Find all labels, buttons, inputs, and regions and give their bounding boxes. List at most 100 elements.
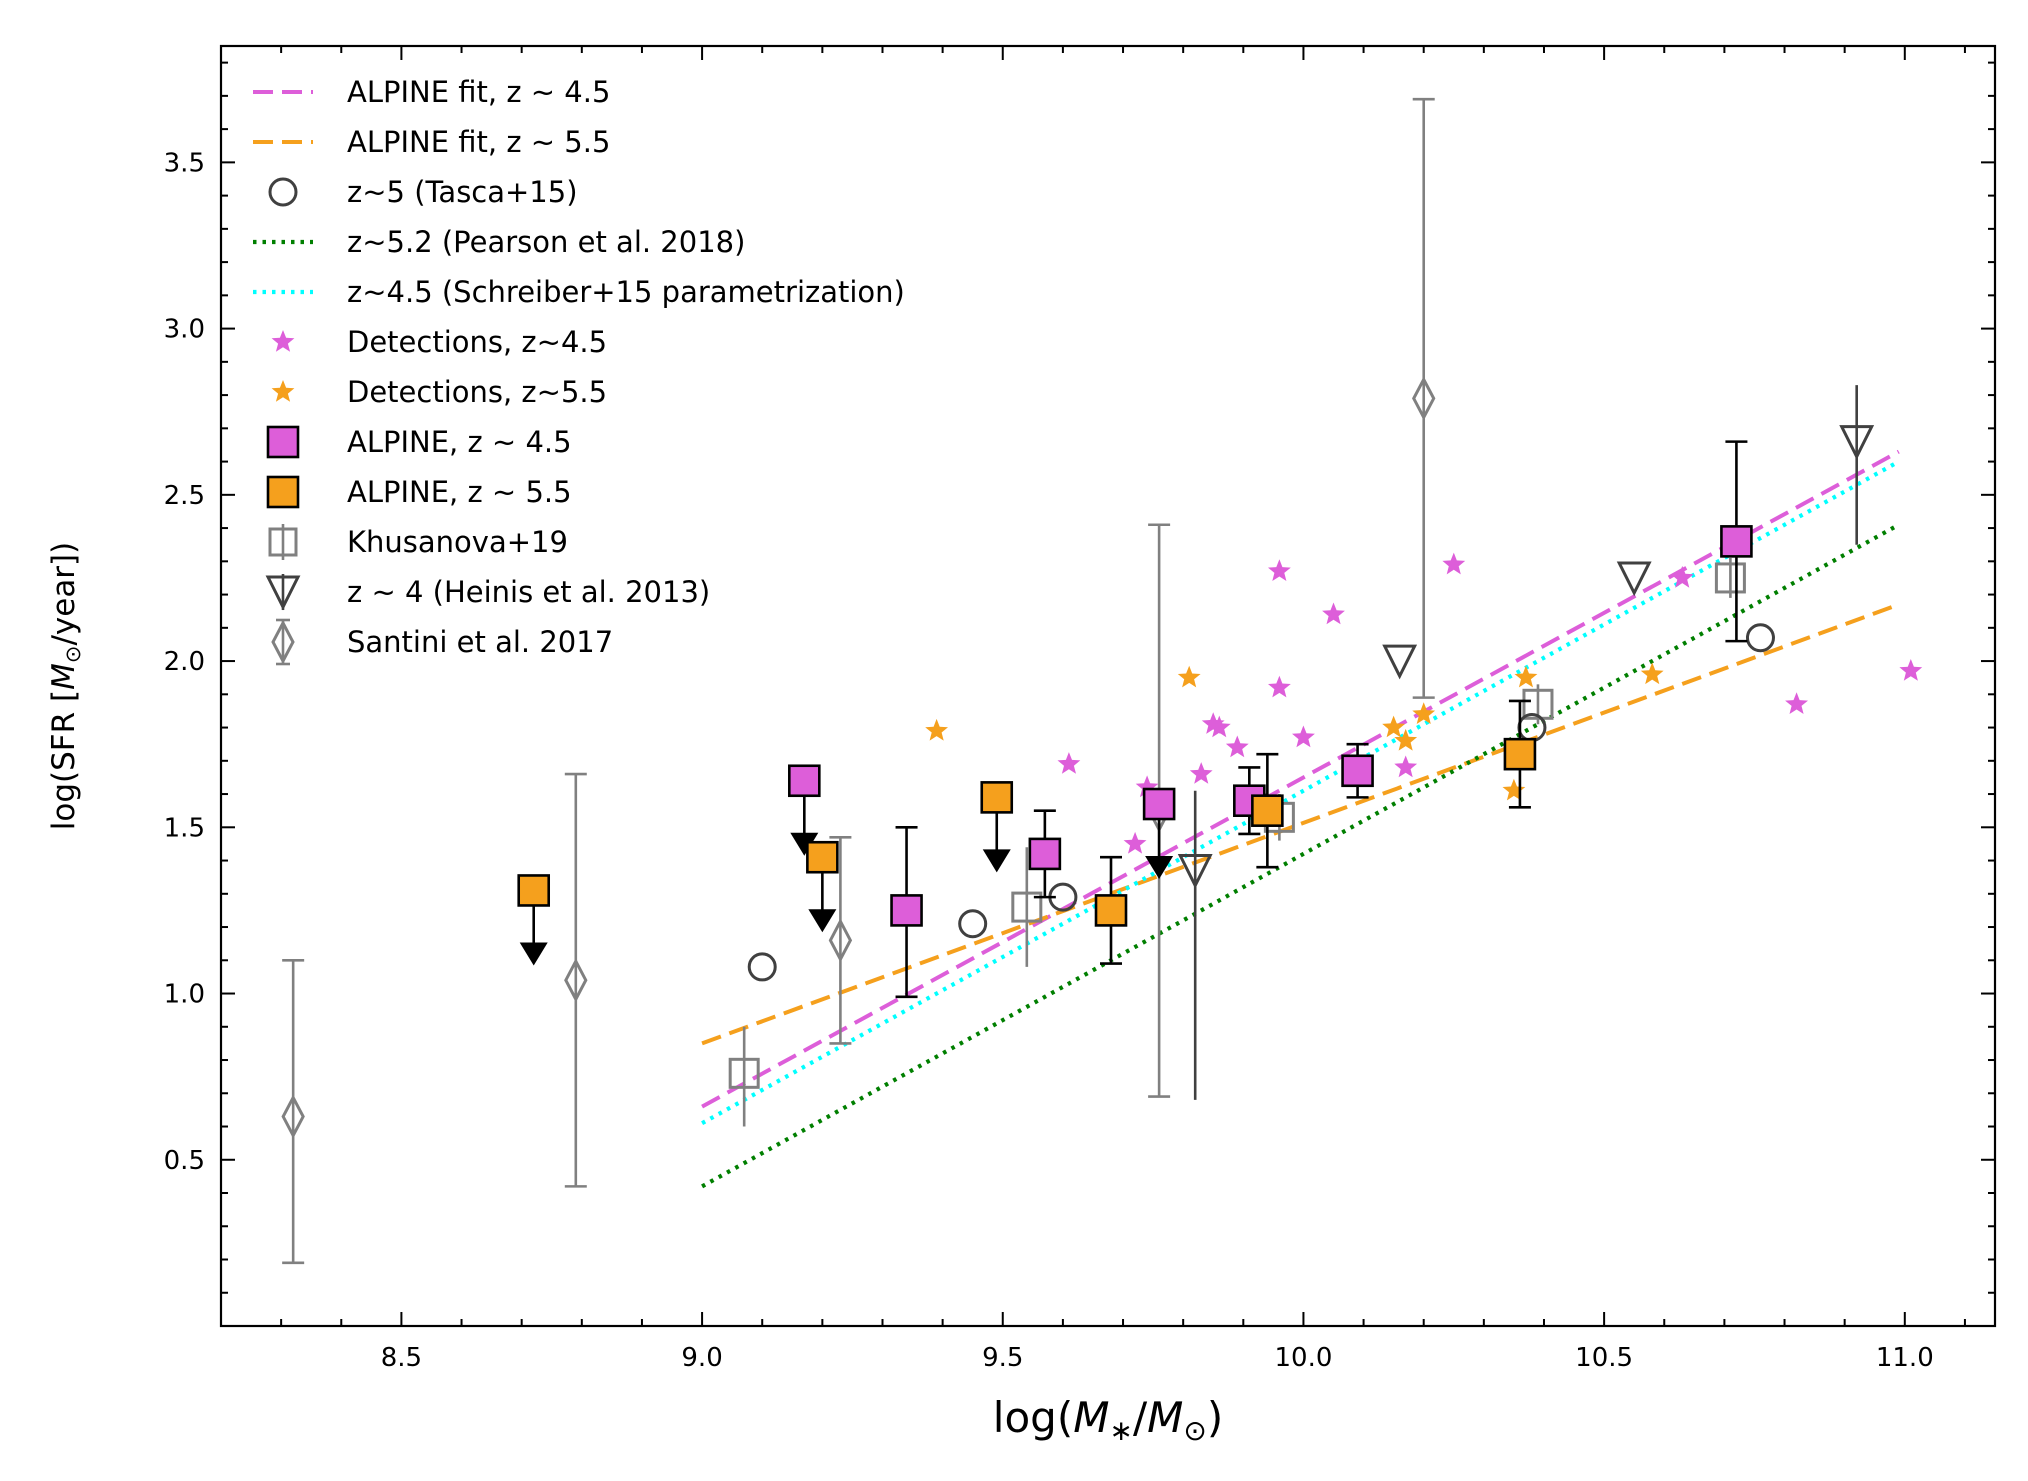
legend-label: Detections, z~5.5 — [347, 375, 607, 409]
alpine-z55-point — [806, 840, 839, 874]
plot-area — [281, 97, 1923, 1265]
detection-z45-star — [1201, 712, 1225, 734]
alpine-z55-upper-limit-arrowhead — [808, 909, 837, 933]
legend-label: z~5 (Tasca+15) — [347, 175, 578, 209]
x-tick-label: 9.0 — [681, 1343, 722, 1373]
x-tick-label: 11.0 — [1876, 1343, 1934, 1373]
alpine-z45-point — [890, 894, 923, 927]
alpine-z45-point — [1142, 787, 1176, 821]
legend-label: ALPINE, z ∼ 5.5 — [347, 475, 572, 509]
legend-label: z~5.2 (Pearson et al. 2018) — [347, 225, 745, 259]
detection-z55-star — [1394, 728, 1418, 751]
y-axis-title: log(SFR [M⊙/year]) — [46, 542, 85, 831]
detection-z45-star — [1442, 552, 1466, 575]
legend: ALPINE fit, z ∼ 4.5 ALPINE fit, z ∼ 5.5 z~… — [253, 75, 905, 666]
legend-item: ALPINE, z ∼ 5.5 — [266, 475, 572, 509]
detection-z45-star — [1057, 752, 1081, 774]
heinis-point — [1177, 854, 1213, 889]
legend-swatch — [266, 425, 300, 459]
khusanova-point — [1714, 562, 1746, 594]
santini-point — [281, 1094, 305, 1139]
legend-item: Detections, z~4.5 — [271, 325, 607, 359]
legend-swatch — [265, 575, 301, 611]
alpine-z55-point — [980, 781, 1014, 814]
plot-frame — [219, 44, 1997, 1328]
detection-z45-star — [1268, 559, 1291, 581]
legend-label: ALPINE fit, z ∼ 4.5 — [347, 75, 610, 109]
legend-item: Khusanova+19 — [268, 524, 568, 560]
tasca-point — [1745, 623, 1775, 653]
alpine-z45-upper-limit-arrowhead — [1145, 856, 1174, 880]
legend-label: z~4.5 (Schreiber+15 parametrization) — [347, 275, 905, 309]
legend-item: Santini et al. 2017 — [271, 618, 613, 666]
detection-z45-star — [1189, 762, 1213, 784]
legend-item: ALPINE fit, z ∼ 5.5 — [253, 125, 610, 159]
santini-point — [828, 918, 853, 963]
legend-label: ALPINE fit, z ∼ 5.5 — [347, 125, 610, 159]
alpine-z45-upper-limit-arrowhead — [790, 832, 819, 856]
detection-z45-star — [1394, 755, 1418, 778]
heinis-point — [1616, 561, 1652, 597]
alpine-z55-point — [1503, 737, 1537, 771]
y-tick-label: 2.0 — [164, 647, 205, 677]
alpine-z55-upper-limit-arrowhead — [982, 849, 1011, 873]
detection-z45-star — [1322, 602, 1345, 625]
detection-z45-star — [1785, 692, 1808, 714]
detection-z45-star — [1123, 831, 1147, 854]
fit-line-orange — [701, 602, 1900, 1046]
detection-z55-star — [1177, 665, 1201, 688]
legend-label: Detections, z~4.5 — [347, 325, 607, 359]
y-tick-label: 1.0 — [164, 980, 205, 1010]
y-tick-label: 3.0 — [164, 315, 205, 345]
y-tick-label: 1.5 — [164, 813, 205, 843]
khusanova-point — [1011, 891, 1043, 923]
detection-z45-star — [1268, 675, 1291, 698]
alpine-z45-point — [1028, 837, 1062, 871]
legend-swatch — [271, 330, 295, 352]
detection-z55-star — [1382, 715, 1406, 738]
detection-z45-star — [1670, 565, 1694, 588]
x-tick-label: 10.0 — [1274, 1343, 1332, 1373]
detection-z45-star — [1135, 775, 1159, 798]
alpine-z45-point — [788, 764, 821, 798]
legend-item: z~5.2 (Pearson et al. 2018) — [253, 225, 745, 259]
khusanova-point — [728, 1057, 760, 1089]
alpine-z55-point — [1094, 894, 1128, 927]
legend-swatch — [268, 527, 298, 557]
detection-z55-star — [1514, 665, 1538, 688]
legend-item: z~4.5 (Schreiber+15 parametrization) — [253, 275, 905, 309]
alpine-z55-upper-limit-arrowhead — [519, 942, 548, 966]
santini-point — [1412, 376, 1436, 421]
alpine-z45-point — [1720, 525, 1753, 558]
detection-z45-star — [1292, 725, 1315, 748]
detection-z55-star — [1412, 702, 1436, 724]
khusanova-point — [1522, 688, 1554, 720]
y-tick-label: 0.5 — [164, 1146, 205, 1176]
tasca-point — [958, 909, 988, 939]
legend-label: Khusanova+19 — [347, 525, 568, 559]
fit-line-magenta — [701, 449, 1900, 1109]
legend-item: z~5 (Tasca+15) — [268, 175, 578, 209]
heinis-point — [1382, 644, 1418, 680]
legend-swatch — [271, 380, 295, 402]
x-tick-label: 8.5 — [381, 1343, 422, 1373]
x-tick-label: 10.5 — [1575, 1343, 1633, 1373]
legend-item: ALPINE, z ∼ 4.5 — [266, 425, 572, 459]
legend-item: z ∼ 4 (Heinis et al. 2013) — [265, 574, 710, 611]
tasca-point — [747, 952, 777, 982]
detection-z45-star — [1207, 715, 1231, 738]
y-tick-label: 2.5 — [164, 481, 205, 511]
detection-z55-star — [925, 718, 948, 741]
legend-swatch — [266, 475, 300, 509]
y-tick-label: 3.5 — [164, 148, 205, 178]
legend-item: Detections, z~5.5 — [271, 375, 607, 409]
legend-swatch — [271, 619, 295, 665]
legend-item: ALPINE fit, z ∼ 4.5 — [253, 75, 610, 109]
detection-z45-star — [1899, 659, 1923, 681]
axis-ticks: 8.5 9.0 9.5 10.0 10.5 11.0 0.5 1.0 1.5 2.0 2.5 3.0 3… — [164, 46, 1995, 1373]
alpine-z45-point — [1341, 754, 1374, 788]
alpine-z55-point — [1251, 794, 1284, 827]
legend-label: ALPINE, z ∼ 4.5 — [347, 425, 572, 459]
